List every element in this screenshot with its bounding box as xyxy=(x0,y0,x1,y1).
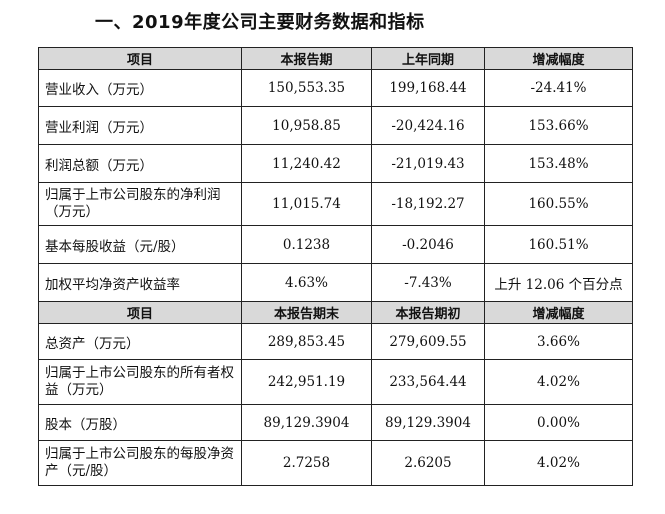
table-row: 归属于上市公司股东的每股净资产（元/股） 2.7258 2.6205 4.02% xyxy=(38,440,633,486)
row-label: 归属于上市公司股东的所有者权益（万元） xyxy=(38,359,242,405)
table-row: 利润总额（万元） 11,240.42 -21,019.43 153.48% xyxy=(38,144,633,183)
header-change: 增减幅度 xyxy=(484,301,633,324)
cell-value: 153.48% xyxy=(484,144,633,183)
header-item: 项目 xyxy=(38,301,242,324)
table-row: 股本（万股） 89,129.3904 89,129.3904 0.00% xyxy=(38,404,633,441)
cell-value: 上升 12.06 个百分点 xyxy=(484,263,633,302)
cell-value: 4.63% xyxy=(241,263,372,302)
cell-value: 11,240.42 xyxy=(241,144,372,183)
cell-value: -21,019.43 xyxy=(371,144,485,183)
header-current-period: 本报告期 xyxy=(241,47,372,70)
row-label: 总资产（万元） xyxy=(38,323,242,360)
cell-value: 4.02% xyxy=(484,440,633,486)
section-heading: 一、2019年度公司主要财务数据和指标 xyxy=(95,12,425,33)
cell-value: 11,015.74 xyxy=(241,182,372,226)
cell-value: 0.1238 xyxy=(241,225,372,264)
row-label: 归属于上市公司股东的每股净资产（元/股） xyxy=(38,440,242,486)
header-period-start: 本报告期初 xyxy=(371,301,485,324)
table-row: 归属于上市公司股东的所有者权益（万元） 242,951.19 233,564.4… xyxy=(38,359,633,405)
header-item: 项目 xyxy=(38,47,242,70)
cell-value: 10,958.85 xyxy=(241,106,372,145)
cell-value: 2.6205 xyxy=(371,440,485,486)
table-row: 加权平均净资产收益率 4.63% -7.43% 上升 12.06 个百分点 xyxy=(38,263,633,302)
table-row: 归属于上市公司股东的净利润（万元） 11,015.74 -18,192.27 1… xyxy=(38,182,633,226)
table-header-row: 项目 本报告期 上年同期 增减幅度 xyxy=(38,47,633,70)
cell-value: 199,168.44 xyxy=(371,69,485,107)
cell-value: 160.55% xyxy=(484,182,633,226)
header-period-end: 本报告期末 xyxy=(241,301,372,324)
header-prior-period: 上年同期 xyxy=(371,47,485,70)
cell-value: 4.02% xyxy=(484,359,633,405)
cell-value: 3.66% xyxy=(484,323,633,360)
header-change: 增减幅度 xyxy=(484,47,633,70)
financial-data-table: 项目 本报告期 上年同期 增减幅度 营业收入（万元） 150,553.35 19… xyxy=(38,47,633,486)
cell-value: 289,853.45 xyxy=(241,323,372,360)
cell-value: 89,129.3904 xyxy=(371,404,485,441)
table-row: 基本每股收益（元/股） 0.1238 -0.2046 160.51% xyxy=(38,225,633,264)
row-label: 加权平均净资产收益率 xyxy=(38,263,242,302)
row-label: 利润总额（万元） xyxy=(38,144,242,183)
cell-value: 153.66% xyxy=(484,106,633,145)
table-row: 总资产（万元） 289,853.45 279,609.55 3.66% xyxy=(38,323,633,360)
cell-value: 150,553.35 xyxy=(241,69,372,107)
cell-value: 89,129.3904 xyxy=(241,404,372,441)
cell-value: -0.2046 xyxy=(371,225,485,264)
table-row: 营业利润（万元） 10,958.85 -20,424.16 153.66% xyxy=(38,106,633,145)
table-row: 营业收入（万元） 150,553.35 199,168.44 -24.41% xyxy=(38,69,633,107)
table-header-row: 项目 本报告期末 本报告期初 增减幅度 xyxy=(38,301,633,324)
row-label: 股本（万股） xyxy=(38,404,242,441)
row-label: 基本每股收益（元/股） xyxy=(38,225,242,264)
row-label: 营业收入（万元） xyxy=(38,69,242,107)
cell-value: 160.51% xyxy=(484,225,633,264)
cell-value: 2.7258 xyxy=(241,440,372,486)
row-label: 归属于上市公司股东的净利润（万元） xyxy=(38,182,242,226)
cell-value: -24.41% xyxy=(484,69,633,107)
cell-value: 0.00% xyxy=(484,404,633,441)
cell-value: -20,424.16 xyxy=(371,106,485,145)
cell-value: 279,609.55 xyxy=(371,323,485,360)
cell-value: 233,564.44 xyxy=(371,359,485,405)
cell-value: -18,192.27 xyxy=(371,182,485,226)
cell-value: 242,951.19 xyxy=(241,359,372,405)
row-label: 营业利润（万元） xyxy=(38,106,242,145)
cell-value: -7.43% xyxy=(371,263,485,302)
